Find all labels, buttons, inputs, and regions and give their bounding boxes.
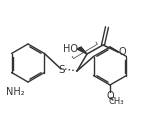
Text: HO: HO	[64, 44, 78, 54]
Text: CH₃: CH₃	[108, 97, 124, 106]
Text: S: S	[59, 64, 65, 74]
Text: NH₂: NH₂	[6, 86, 24, 96]
Text: O: O	[118, 47, 126, 56]
Polygon shape	[77, 48, 87, 55]
Text: O: O	[106, 90, 114, 100]
